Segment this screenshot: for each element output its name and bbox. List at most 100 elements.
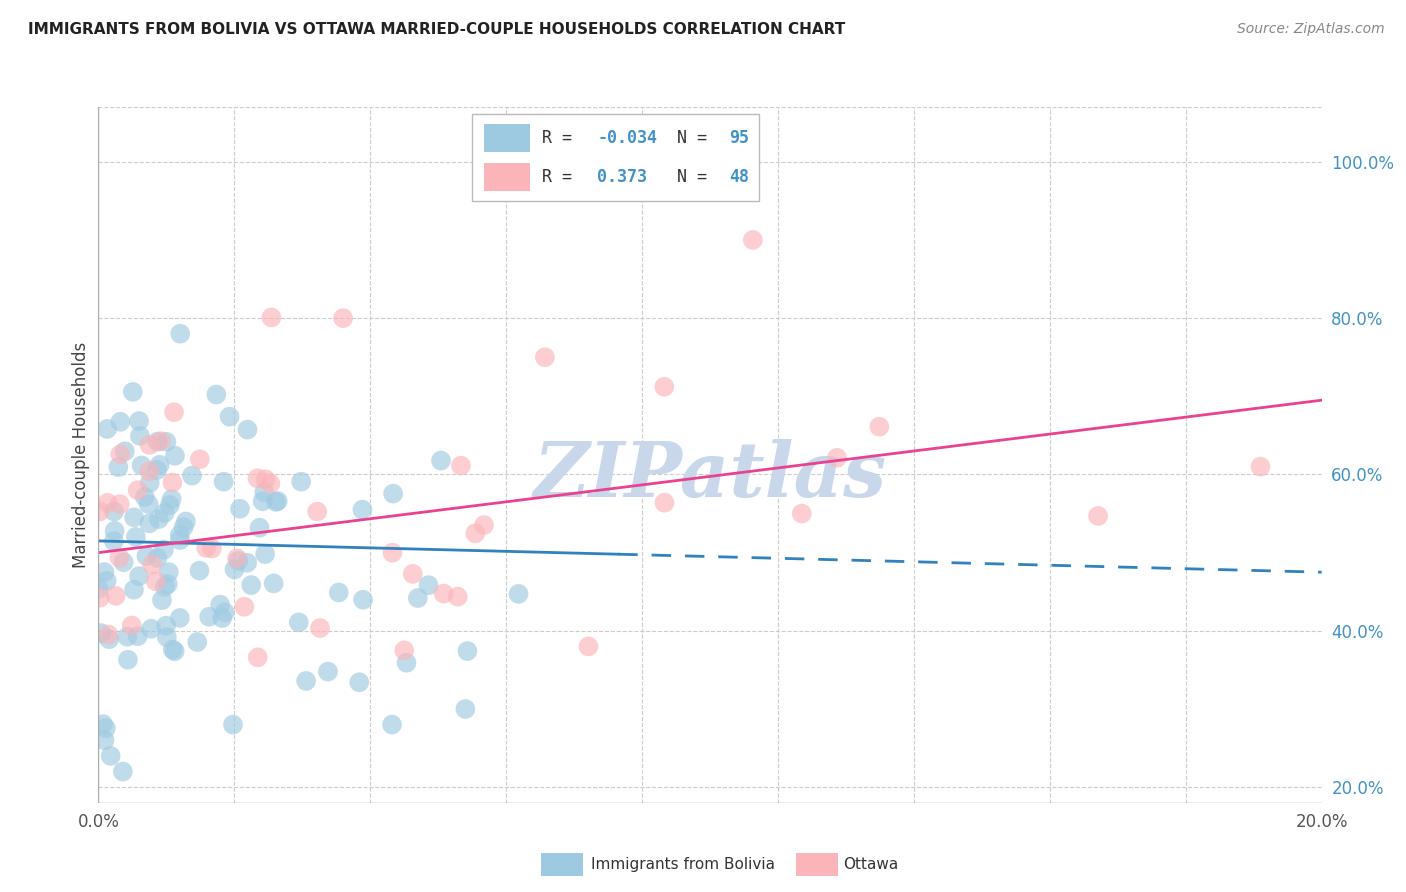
Point (135, 549, 157, 563)
Text: ZIPatlas: ZIPatlas (533, 439, 887, 513)
Point (263, 576, 285, 591)
Point (381, 717, 404, 731)
Point (93, 565, 115, 579)
Point (127, 483, 149, 498)
Point (153, 506, 176, 520)
Point (155, 434, 177, 449)
Point (163, 449, 186, 463)
Point (1249, 459, 1271, 474)
Point (508, 587, 530, 601)
Point (652, 380, 675, 394)
Point (236, 556, 259, 570)
Bar (484, 162, 530, 191)
Point (104, 589, 127, 603)
Point (316, 665, 339, 679)
Text: Ottawa: Ottawa (844, 857, 898, 871)
Point (169, 533, 191, 547)
Point (121, 618, 143, 632)
Point (381, 546, 404, 560)
Text: N =: N = (678, 168, 717, 186)
Point (309, 621, 332, 635)
Text: 0.373: 0.373 (598, 168, 648, 186)
Point (534, 350, 557, 364)
Point (97, 627, 120, 641)
Point (211, 611, 233, 625)
Point (141, 622, 163, 636)
Point (181, 468, 204, 483)
Point (149, 458, 172, 472)
Point (236, 423, 259, 437)
Point (454, 702, 477, 716)
Point (260, 310, 283, 325)
Point (233, 599, 256, 614)
Point (117, 653, 139, 667)
Point (110, 415, 132, 429)
Point (96, 496, 118, 510)
Point (188, 452, 211, 467)
Point (186, 635, 208, 649)
Point (406, 591, 429, 605)
Point (134, 490, 156, 504)
Point (266, 494, 288, 508)
Point (153, 542, 176, 557)
Point (741, 233, 763, 247)
Point (246, 650, 269, 665)
Point (290, 475, 312, 489)
Text: Source: ZipAtlas.com: Source: ZipAtlas.com (1237, 22, 1385, 37)
Point (253, 485, 276, 500)
Point (163, 405, 186, 419)
Point (254, 547, 277, 561)
Point (347, 675, 370, 690)
Point (450, 458, 472, 473)
Point (115, 630, 138, 644)
Point (103, 534, 125, 549)
Point (472, 518, 495, 533)
Point (169, 528, 191, 542)
Point (188, 564, 211, 578)
Point (430, 453, 453, 467)
Point (209, 598, 232, 612)
Text: R =: R = (543, 129, 582, 147)
Point (174, 515, 197, 529)
Point (433, 586, 456, 600)
Point (128, 569, 150, 583)
Point (138, 475, 160, 490)
Point (447, 590, 470, 604)
Point (173, 520, 195, 534)
Point (332, 311, 354, 326)
Point (790, 507, 813, 521)
Point (138, 497, 160, 511)
Point (163, 644, 186, 658)
Point (868, 419, 890, 434)
Point (160, 491, 183, 506)
Point (122, 510, 145, 524)
Point (89, 504, 111, 518)
Point (264, 495, 287, 509)
Point (218, 409, 240, 424)
Bar (484, 124, 530, 153)
Point (148, 512, 170, 526)
Point (146, 550, 169, 565)
Point (328, 585, 350, 599)
Point (254, 472, 277, 486)
Text: Immigrants from Bolivia: Immigrants from Bolivia (591, 857, 775, 871)
Point (205, 387, 228, 401)
Point (198, 609, 221, 624)
Point (94, 721, 117, 735)
Point (87, 582, 110, 596)
Y-axis label: Married-couple Households: Married-couple Households (72, 342, 90, 568)
Text: N =: N = (678, 129, 717, 147)
Point (252, 494, 274, 508)
Point (127, 629, 149, 643)
Point (125, 530, 148, 544)
Point (112, 555, 135, 569)
Point (141, 558, 163, 572)
Point (153, 580, 176, 594)
Text: 48: 48 (730, 168, 749, 186)
Point (156, 577, 179, 591)
Point (240, 578, 263, 592)
Point (98, 632, 121, 647)
Point (229, 501, 252, 516)
Point (122, 582, 145, 597)
Point (145, 574, 167, 589)
